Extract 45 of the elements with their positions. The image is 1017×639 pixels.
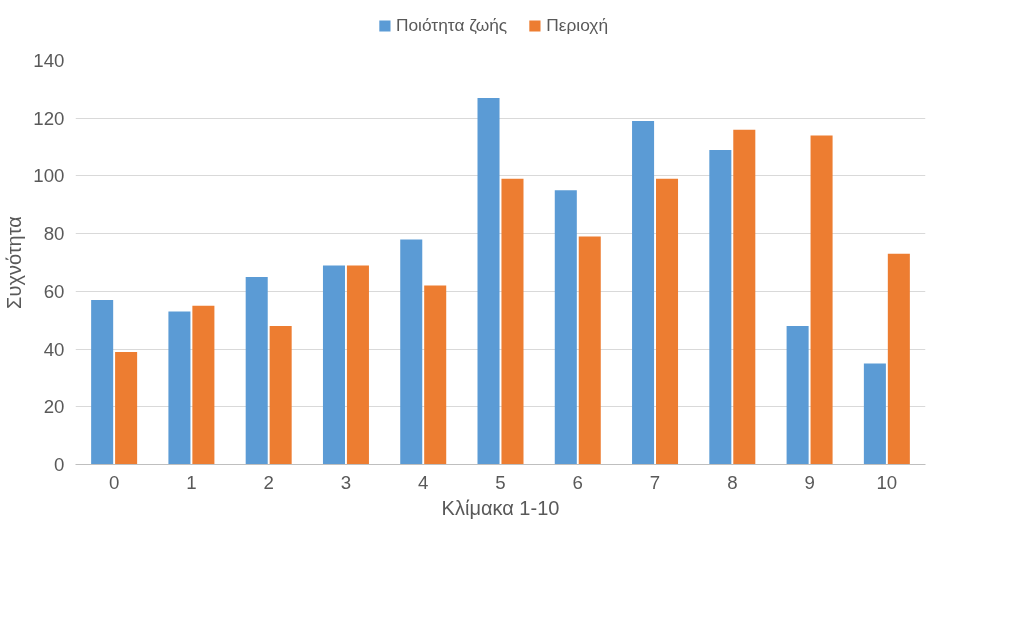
x-axis-title: Κλίμακα 1-10 xyxy=(441,496,560,519)
y-tick-label: 0 xyxy=(54,454,65,475)
y-tick-label: 80 xyxy=(43,223,65,245)
bar xyxy=(863,363,886,465)
legend-label: Περιοχή xyxy=(546,14,609,36)
bar xyxy=(656,178,679,465)
x-tick-label: 8 xyxy=(727,471,738,493)
legend-label: Ποιότητα ζωής xyxy=(395,14,508,36)
y-tick-label: 120 xyxy=(33,107,65,129)
y-tick-label: 140 xyxy=(33,50,65,71)
bar xyxy=(168,311,191,465)
bar xyxy=(554,190,577,465)
bar xyxy=(192,305,215,465)
bar xyxy=(887,253,910,465)
x-tick-label: 6 xyxy=(572,471,583,493)
x-tick-label: 10 xyxy=(876,471,898,493)
bar xyxy=(400,239,423,465)
x-tick-label: 4 xyxy=(418,471,429,493)
bar xyxy=(786,325,809,465)
x-tick-label: 5 xyxy=(495,471,506,493)
bar xyxy=(269,325,292,465)
x-tick-label: 1 xyxy=(186,471,197,493)
bar xyxy=(115,351,138,465)
y-axis-title: Συχνότητα xyxy=(3,216,26,309)
bar xyxy=(578,236,601,465)
y-tick-label: 20 xyxy=(43,396,65,418)
bar xyxy=(501,178,524,465)
bar xyxy=(477,98,500,465)
y-tick-label: 40 xyxy=(43,338,65,360)
bar xyxy=(424,285,447,465)
y-tick-label: 60 xyxy=(43,280,65,302)
bar xyxy=(346,265,369,465)
x-tick-label: 0 xyxy=(108,471,120,493)
bar xyxy=(632,121,655,465)
bar xyxy=(709,149,732,465)
bar xyxy=(733,129,756,465)
bar xyxy=(322,265,345,465)
x-tick-label: 7 xyxy=(649,471,661,493)
bar xyxy=(245,276,268,465)
x-tick-label: 9 xyxy=(804,471,815,493)
x-tick-label: 2 xyxy=(263,471,274,493)
bar xyxy=(810,135,833,465)
y-tick-label: 100 xyxy=(33,165,65,187)
bar xyxy=(91,300,114,465)
x-tick-label: 3 xyxy=(340,471,352,493)
